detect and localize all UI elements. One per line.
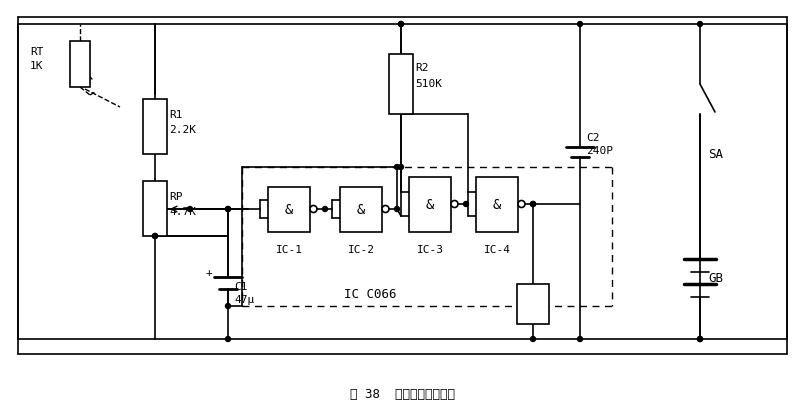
Circle shape: [464, 202, 469, 207]
Circle shape: [225, 207, 230, 212]
Circle shape: [225, 207, 230, 212]
Circle shape: [398, 165, 403, 170]
Text: 47μ: 47μ: [234, 294, 254, 304]
Text: &: &: [493, 198, 502, 211]
Circle shape: [394, 165, 399, 170]
Circle shape: [394, 207, 399, 212]
Text: IC-4: IC-4: [484, 245, 510, 255]
Text: +: +: [206, 267, 213, 277]
Text: RT: RT: [30, 47, 43, 57]
Circle shape: [451, 201, 458, 208]
Circle shape: [310, 206, 317, 213]
Text: IC-3: IC-3: [416, 245, 444, 255]
Text: RP: RP: [169, 192, 183, 202]
Text: 510K: 510K: [415, 79, 442, 89]
Bar: [70, 42, 90, 88]
Circle shape: [518, 201, 525, 208]
Circle shape: [152, 234, 158, 239]
Circle shape: [398, 22, 403, 28]
Text: &: &: [357, 202, 365, 216]
Circle shape: [530, 337, 535, 342]
Text: GB: GB: [708, 271, 723, 284]
Circle shape: [152, 234, 158, 239]
Bar: [517, 284, 549, 324]
Bar: [143, 100, 167, 155]
Bar: [409, 177, 451, 232]
Text: SA: SA: [708, 148, 723, 161]
Circle shape: [530, 202, 535, 207]
Circle shape: [398, 22, 403, 28]
Text: C1: C1: [234, 281, 247, 291]
Text: 1K: 1K: [30, 61, 43, 71]
Bar: [389, 55, 413, 115]
Circle shape: [697, 337, 703, 342]
Bar: [476, 177, 518, 232]
Text: IC C066: IC C066: [344, 288, 396, 301]
Text: R2: R2: [415, 63, 428, 73]
Circle shape: [577, 22, 583, 28]
Text: &: &: [285, 202, 293, 216]
Circle shape: [188, 207, 192, 212]
Text: IC-2: IC-2: [348, 245, 374, 255]
Text: 240P: 240P: [586, 146, 613, 156]
Text: 4.7K: 4.7K: [169, 207, 196, 216]
Circle shape: [697, 22, 703, 28]
Bar: [268, 187, 310, 232]
Text: R1: R1: [169, 110, 183, 120]
Circle shape: [697, 337, 703, 342]
Text: 图 38  水开报知器电路图: 图 38 水开报知器电路图: [349, 388, 455, 401]
Circle shape: [225, 337, 230, 342]
Text: &: &: [426, 198, 434, 211]
Circle shape: [382, 206, 389, 213]
Text: C2: C2: [586, 133, 600, 143]
Bar: [143, 181, 167, 237]
Bar: [340, 187, 382, 232]
Circle shape: [530, 202, 535, 207]
Text: 2.2K: 2.2K: [169, 125, 196, 135]
Text: IC-1: IC-1: [275, 245, 303, 255]
Circle shape: [225, 304, 230, 309]
Circle shape: [577, 337, 583, 342]
Circle shape: [323, 207, 328, 212]
